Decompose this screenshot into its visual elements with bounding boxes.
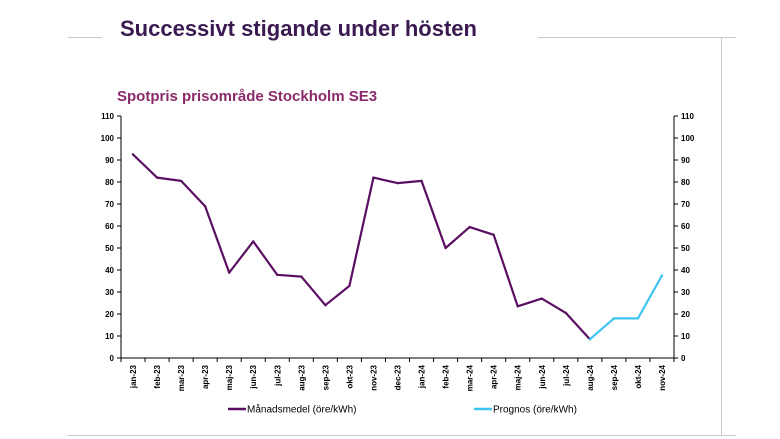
x-tick-label: feb-23 bbox=[153, 364, 162, 388]
frame-rule-bottom bbox=[68, 435, 736, 436]
x-tick-label: jul-24 bbox=[562, 364, 571, 386]
y-tick-label-right: 90 bbox=[681, 156, 690, 165]
x-tick-label: feb-24 bbox=[442, 364, 451, 388]
data-point bbox=[300, 275, 303, 278]
legend: Månadsmedel (öre/kWh) Prognos (öre/kWh) bbox=[228, 404, 577, 416]
y-tick-label-left: 30 bbox=[105, 288, 114, 297]
y-tick-label-right: 0 bbox=[681, 354, 686, 363]
slide-title: Successivt stigande under hösten bbox=[120, 16, 477, 41]
data-point bbox=[636, 317, 640, 320]
data-point bbox=[324, 304, 327, 307]
y-tick-label-right: 30 bbox=[681, 288, 690, 297]
data-point bbox=[155, 176, 159, 179]
data-point bbox=[660, 274, 664, 277]
legend-label-0: Månadsmedel (öre/kWh) bbox=[247, 404, 356, 416]
x-tick-label: aug-24 bbox=[586, 364, 595, 390]
data-point bbox=[372, 176, 375, 179]
data-point bbox=[348, 284, 351, 288]
data-point bbox=[420, 179, 423, 183]
x-tick-label: jan-23 bbox=[129, 364, 138, 389]
data-point bbox=[588, 338, 592, 341]
y-tick-label-right: 60 bbox=[681, 222, 690, 231]
y-tick-label-left: 90 bbox=[105, 156, 114, 165]
x-tick-label: okt-24 bbox=[634, 364, 643, 388]
data-point bbox=[179, 179, 183, 183]
x-tick-label: maj-23 bbox=[225, 364, 234, 390]
x-tick-label: nov-23 bbox=[369, 364, 378, 390]
data-point bbox=[444, 246, 447, 250]
data-point bbox=[612, 317, 616, 320]
x-tick-label: mar-24 bbox=[466, 364, 475, 391]
y-tick-label-right: 80 bbox=[681, 178, 690, 187]
data-point bbox=[540, 297, 543, 300]
y-tick-label-left: 60 bbox=[105, 222, 114, 231]
y-tick-label-left: 100 bbox=[101, 134, 115, 143]
series-line-1 bbox=[588, 274, 664, 341]
x-tick-label: aug-23 bbox=[297, 364, 306, 390]
y-tick-label-left: 40 bbox=[105, 266, 114, 275]
y-tick-label-left: 20 bbox=[105, 310, 114, 319]
data-point bbox=[396, 181, 399, 185]
x-tick-label: apr-23 bbox=[201, 364, 210, 389]
x-tick-label: dec-23 bbox=[394, 364, 403, 390]
data-point bbox=[492, 233, 495, 236]
data-point bbox=[276, 273, 279, 277]
x-tick-label: maj-24 bbox=[514, 364, 523, 390]
y-tick-label-left: 80 bbox=[105, 178, 114, 187]
y-tick-label-right: 20 bbox=[681, 310, 690, 319]
x-tick-label: sep-24 bbox=[610, 364, 619, 390]
y-tick-label-right: 100 bbox=[681, 134, 695, 143]
y-tick-label-left: 70 bbox=[105, 200, 114, 209]
y-tick-label-right: 50 bbox=[681, 244, 690, 253]
data-point bbox=[252, 240, 255, 243]
x-tick-label: jan-24 bbox=[418, 364, 427, 389]
x-tick-label: okt-23 bbox=[345, 364, 354, 388]
data-point bbox=[203, 205, 207, 208]
y-tick-label-right: 70 bbox=[681, 200, 690, 209]
x-tick-label: jul-23 bbox=[273, 364, 282, 386]
y-tick-label-left: 10 bbox=[105, 332, 114, 341]
data-point bbox=[227, 271, 231, 274]
chart-title: Spotpris prisområde Stockholm SE3 bbox=[117, 88, 377, 105]
y-tick-label-right: 40 bbox=[681, 266, 690, 275]
y-tick-label-left: 110 bbox=[101, 112, 114, 121]
frame-rule-right bbox=[721, 37, 722, 436]
data-point bbox=[468, 225, 471, 229]
data-point bbox=[131, 153, 135, 156]
title-rule-right bbox=[538, 37, 736, 38]
title-rule-left bbox=[68, 37, 102, 38]
x-tick-label: nov-24 bbox=[658, 364, 667, 390]
x-tick-label: apr-24 bbox=[490, 364, 499, 389]
y-tick-label-right: 110 bbox=[681, 112, 694, 121]
y-tick-label-left: 0 bbox=[110, 354, 115, 363]
x-tick-label: sep-23 bbox=[321, 364, 330, 390]
series-line-0 bbox=[131, 153, 591, 341]
data-point bbox=[516, 305, 519, 308]
x-tick-label: mar-23 bbox=[177, 364, 186, 391]
plot-area: 0 0 10 10 20 20 30 30 40 40 50 50 60 60 70 70 80 80 90 90 10… bbox=[101, 112, 695, 391]
data-point bbox=[564, 311, 568, 315]
legend-label-1: Prognos (öre/kWh) bbox=[493, 405, 577, 416]
y-tick-label-right: 10 bbox=[681, 332, 690, 341]
x-tick-label: jun-24 bbox=[538, 364, 547, 389]
x-tick-label: jun-23 bbox=[249, 364, 258, 389]
y-tick-label-left: 50 bbox=[105, 244, 114, 253]
